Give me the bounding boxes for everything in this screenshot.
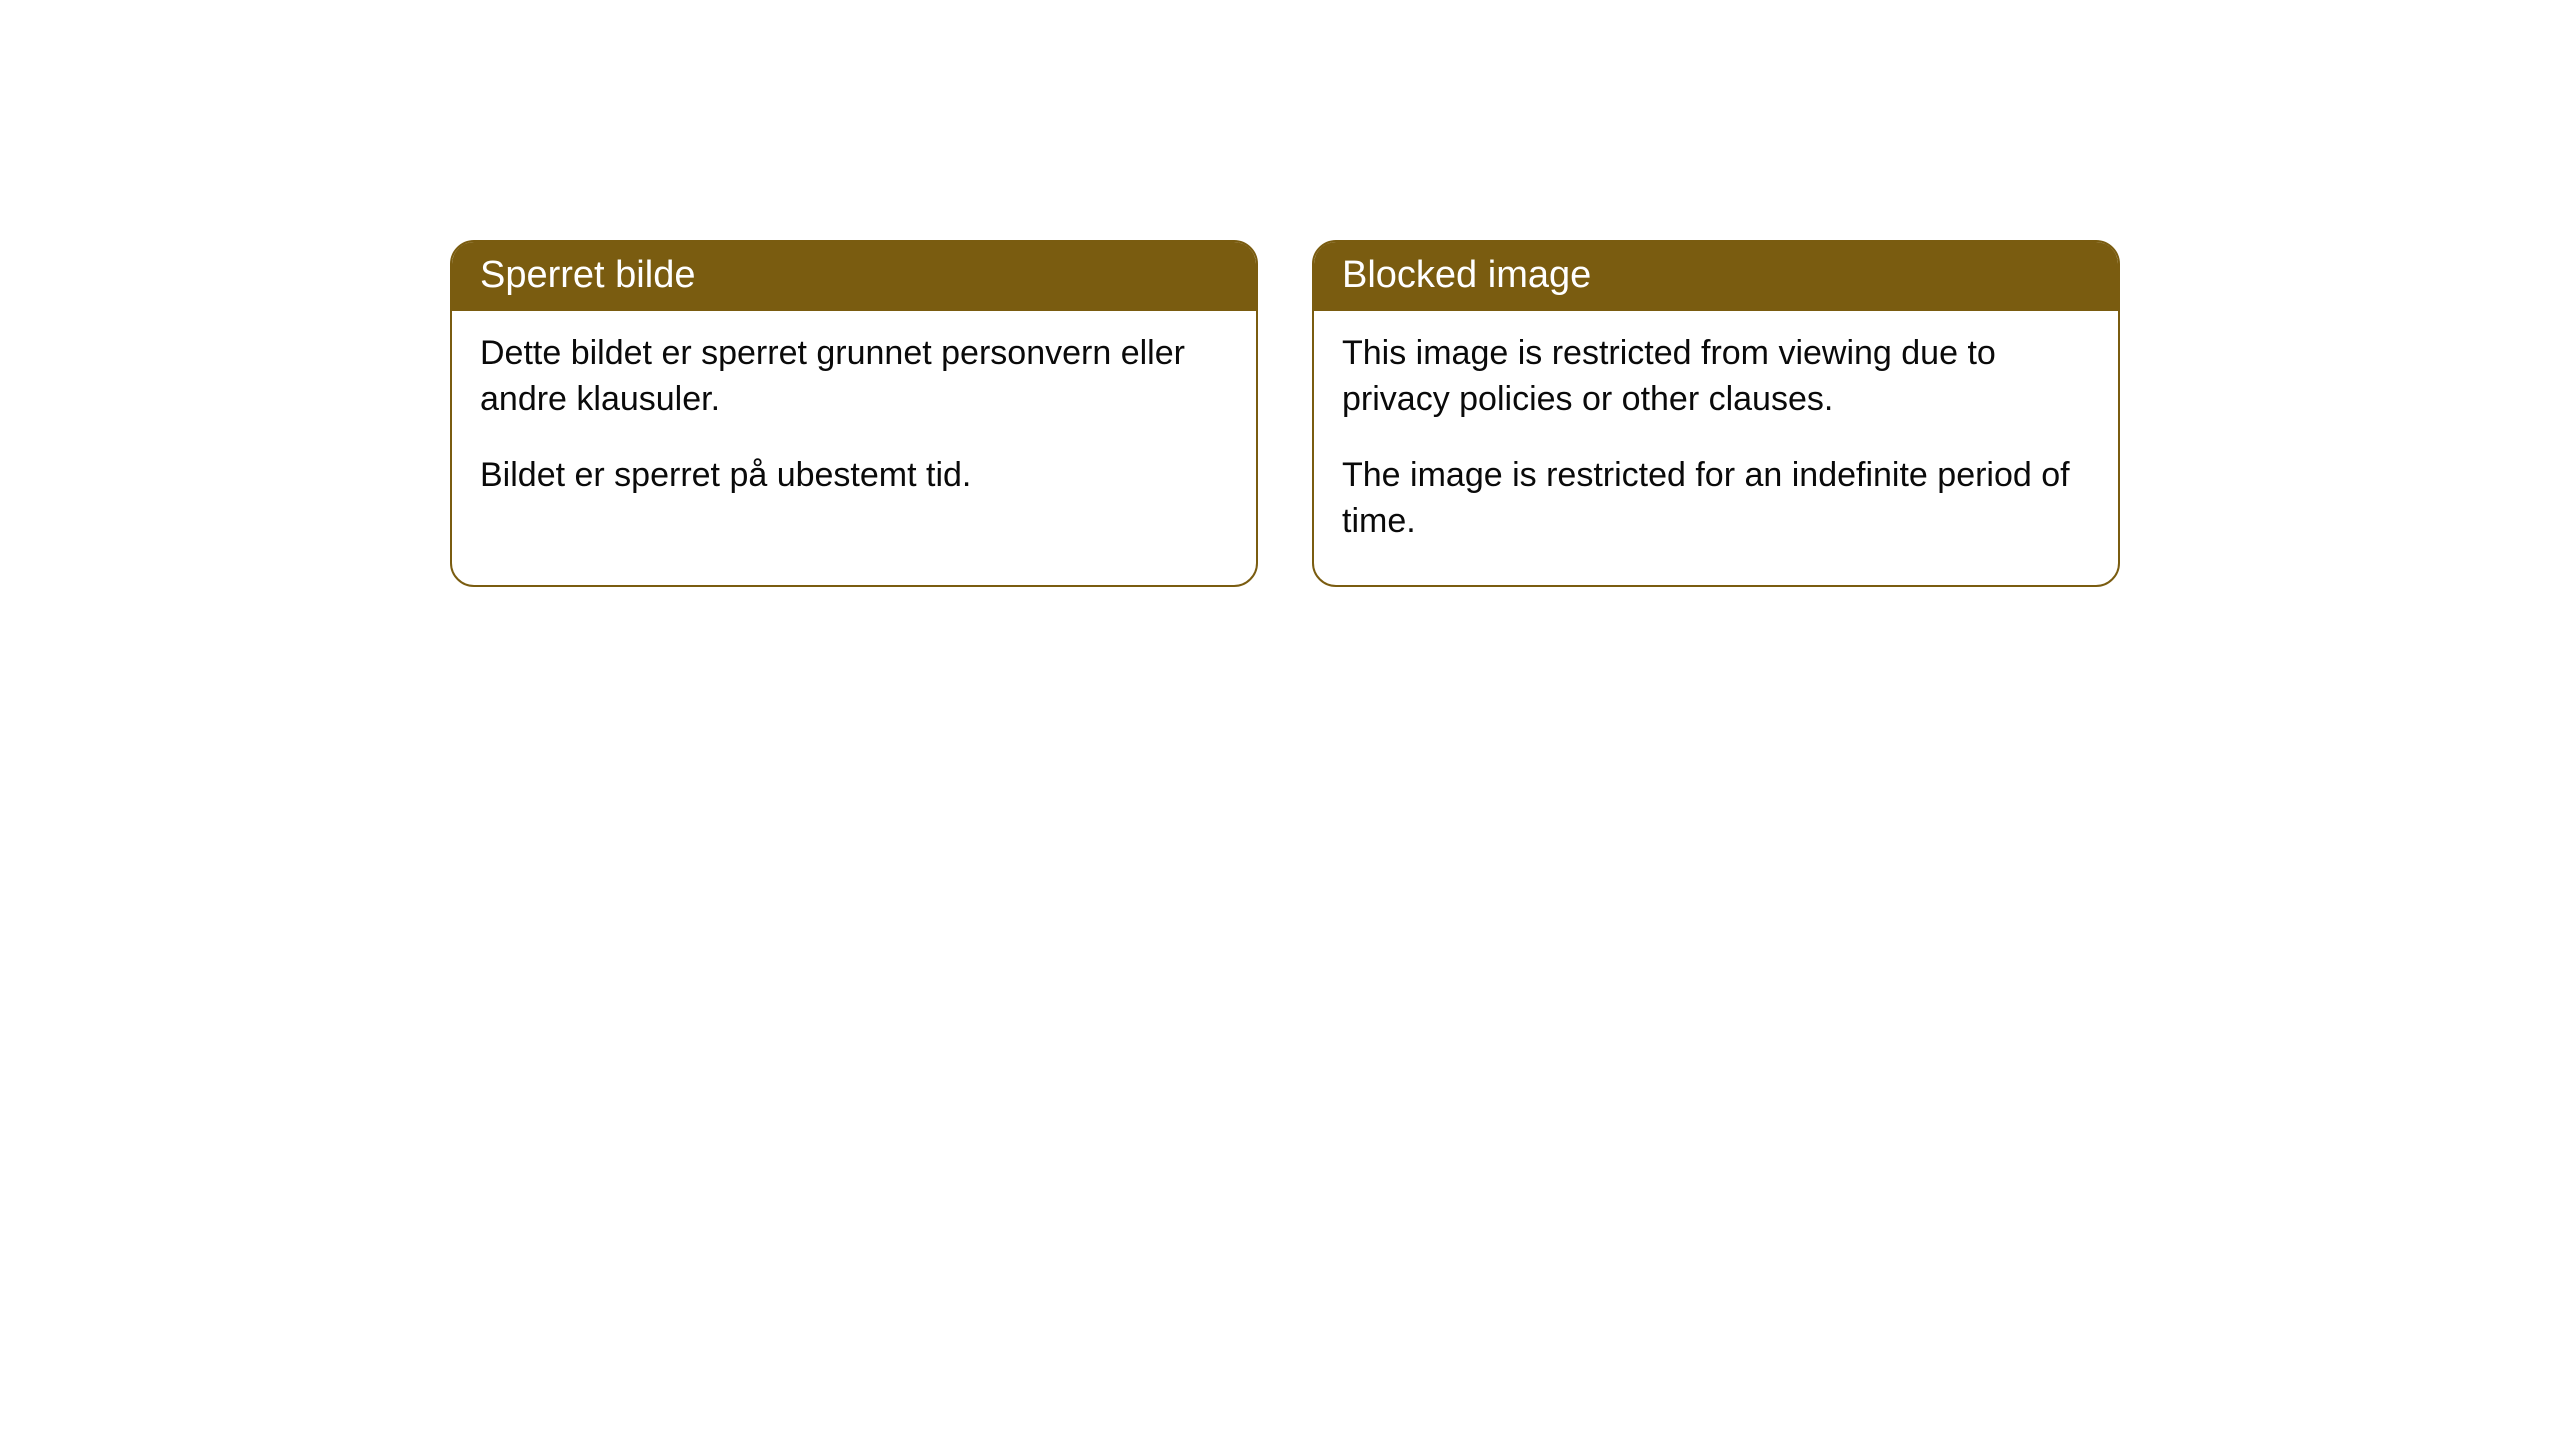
card-body-english: This image is restricted from viewing du…: [1314, 311, 2118, 585]
card-paragraph-2-english: The image is restricted for an indefinit…: [1342, 453, 2090, 545]
cards-container: Sperret bilde Dette bildet er sperret gr…: [450, 240, 2120, 587]
card-header-norwegian: Sperret bilde: [452, 242, 1256, 311]
card-paragraph-2-norwegian: Bildet er sperret på ubestemt tid.: [480, 453, 1228, 499]
blocked-image-card-english: Blocked image This image is restricted f…: [1312, 240, 2120, 587]
card-body-norwegian: Dette bildet er sperret grunnet personve…: [452, 311, 1256, 539]
card-paragraph-1-norwegian: Dette bildet er sperret grunnet personve…: [480, 331, 1228, 423]
blocked-image-card-norwegian: Sperret bilde Dette bildet er sperret gr…: [450, 240, 1258, 587]
card-paragraph-1-english: This image is restricted from viewing du…: [1342, 331, 2090, 423]
card-header-english: Blocked image: [1314, 242, 2118, 311]
